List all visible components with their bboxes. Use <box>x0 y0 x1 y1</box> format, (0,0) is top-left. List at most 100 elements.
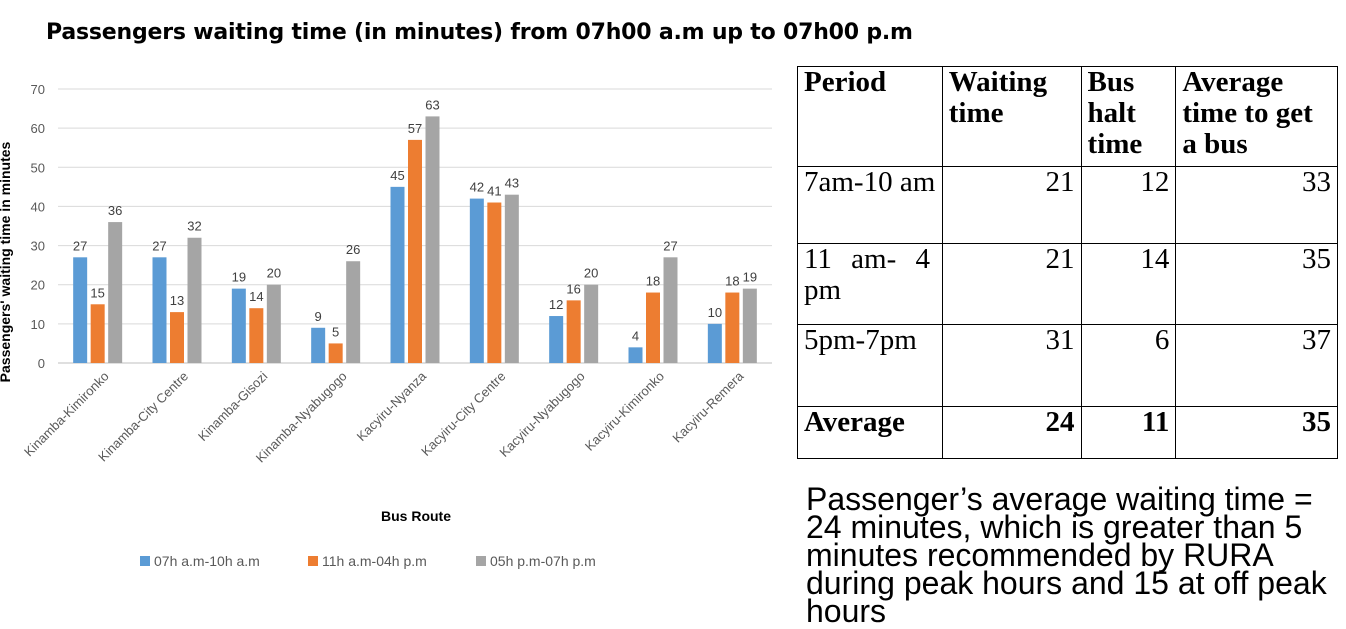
bar <box>725 292 740 363</box>
cell-period: 5pm-7pm <box>797 324 943 407</box>
cell-average: 33 <box>1175 166 1338 244</box>
y-tick-label: 60 <box>31 121 45 136</box>
y-tick-label: 30 <box>31 239 45 254</box>
cell-waiting: 21 <box>941 243 1082 325</box>
data-label: 32 <box>187 219 201 234</box>
cell-halt: 14 <box>1080 243 1177 325</box>
x-axis-label: Bus Route <box>381 508 451 524</box>
table-row: 7am-10 am 21 12 33 <box>797 166 1338 244</box>
bar <box>487 202 502 363</box>
data-label: 13 <box>170 293 184 308</box>
legend: 07h a.m-10h a.m 11h a.m-04h p.m 05h p.m-07… <box>140 553 596 569</box>
cell-period: 11 am- 4 pm <box>797 243 943 325</box>
data-label: 20 <box>584 266 598 281</box>
table-row: 11 am- 4 pm 21 14 35 <box>797 243 1338 325</box>
bar <box>628 347 643 363</box>
bar <box>549 316 564 363</box>
bar <box>187 237 202 363</box>
bar <box>707 323 722 363</box>
y-tick-label: 20 <box>31 278 45 293</box>
header-average-time: Average time to get a bus <box>1175 66 1338 167</box>
bars <box>73 116 757 364</box>
bar <box>646 292 660 363</box>
bar <box>663 257 678 363</box>
bar <box>584 284 599 363</box>
bar <box>408 139 422 363</box>
data-label: 10 <box>708 305 722 320</box>
bar <box>328 343 343 363</box>
y-tick-label: 40 <box>31 199 45 214</box>
data-label: 19 <box>232 270 246 285</box>
cell-waiting: 31 <box>941 324 1082 407</box>
x-tick-label: Kacyiru-Nyanza <box>354 368 430 444</box>
data-label: 18 <box>646 274 660 289</box>
bar <box>566 300 581 363</box>
bar <box>152 257 167 363</box>
y-tick-label: 0 <box>38 356 45 371</box>
legend-label: 05h p.m-07h p.m <box>490 553 596 569</box>
cell-waiting: 21 <box>941 166 1082 244</box>
bar <box>73 257 88 363</box>
table-row: 5pm-7pm 31 6 37 <box>797 324 1338 407</box>
table-footer-row: Average 24 11 35 <box>797 406 1338 459</box>
cell-average: 37 <box>1175 324 1338 407</box>
y-axis-label: Passengers' waiting time in minutes <box>0 141 13 382</box>
data-label: 12 <box>549 297 563 312</box>
table-header-row: Period Waiting time Bus halt time Averag… <box>797 66 1338 167</box>
header-period: Period <box>797 66 943 167</box>
bar <box>390 186 405 363</box>
bar <box>504 194 519 363</box>
data-label: 4 <box>632 328 639 343</box>
data-label: 15 <box>90 285 104 300</box>
data-label: 26 <box>346 242 360 257</box>
bar <box>346 261 361 363</box>
x-tick-label: Kinamba-Kimironko <box>21 369 112 460</box>
data-label: 27 <box>663 238 677 253</box>
x-tick-label: Kacyiru-Nyabugogo <box>496 369 587 460</box>
data-label: 57 <box>408 121 422 136</box>
data-label: 41 <box>487 184 501 199</box>
cell-period: 7am-10 am <box>797 166 943 244</box>
bar <box>170 312 184 363</box>
data-label: 5 <box>332 324 339 339</box>
data-label: 14 <box>249 289 263 304</box>
cell-average: 35 <box>1175 243 1338 325</box>
cell-avg-halt: 11 <box>1080 406 1177 459</box>
data-label: 63 <box>425 97 439 112</box>
x-tick-label: Kinamba-City Centre <box>95 369 191 465</box>
legend-label: 07h a.m-10h a.m <box>154 553 260 569</box>
data-label: 19 <box>743 270 757 285</box>
conclusion-text: Passenger’s average waiting time = 24 mi… <box>806 481 1327 629</box>
header-waiting-time: Waiting time <box>941 66 1082 167</box>
data-label: 16 <box>566 281 580 296</box>
bar <box>311 327 326 363</box>
data-label: 36 <box>108 203 122 218</box>
x-tick-label: Kacyiru-Remera <box>669 368 747 446</box>
bar <box>90 304 105 363</box>
legend-swatch <box>476 556 486 566</box>
bar <box>231 288 246 363</box>
data-label: 45 <box>390 168 404 183</box>
legend-swatch <box>308 556 318 566</box>
bar <box>108 222 123 363</box>
bar <box>469 198 484 363</box>
data-label: 43 <box>505 176 519 191</box>
y-tick-label: 50 <box>31 160 45 175</box>
bar <box>249 308 264 363</box>
y-tick-label: 70 <box>31 82 45 97</box>
data-label: 9 <box>315 309 322 324</box>
legend-label: 11h a.m-04h p.m <box>322 553 427 569</box>
cell-halt: 12 <box>1080 166 1177 244</box>
data-label: 20 <box>267 266 281 281</box>
legend-swatch <box>140 556 150 566</box>
cell-average-label: Average <box>797 406 943 459</box>
cell-avg-waiting: 24 <box>941 406 1082 459</box>
data-label: 27 <box>73 238 87 253</box>
header-bus-halt-time: Bus halt time <box>1080 66 1177 167</box>
y-tick-label: 10 <box>31 317 45 332</box>
cell-halt: 6 <box>1080 324 1177 407</box>
chart-title: Passengers waiting time (in minutes) fro… <box>46 20 913 45</box>
